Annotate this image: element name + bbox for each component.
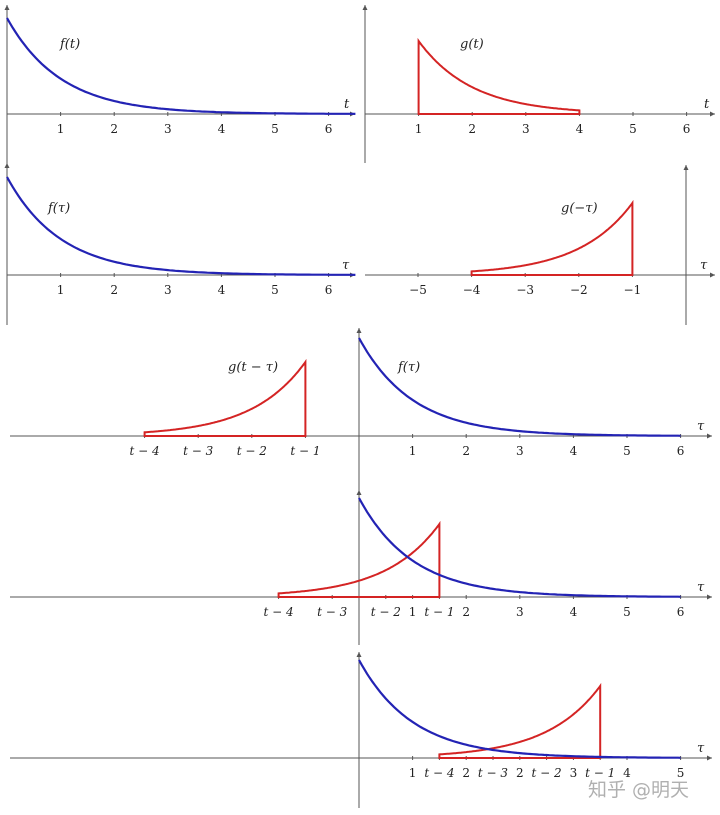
tick-label: 3 bbox=[522, 122, 530, 136]
tick-label: 5 bbox=[271, 283, 279, 297]
tick-label: 3 bbox=[516, 444, 524, 458]
shifted-function-label: g(t − τ) bbox=[228, 360, 278, 375]
tick-label: t − 2 bbox=[237, 444, 267, 458]
tick-label: 2 bbox=[516, 766, 524, 780]
tick-label: −4 bbox=[463, 283, 481, 297]
tick-label: 4 bbox=[623, 766, 631, 780]
y-axis-arrow-icon bbox=[362, 5, 368, 10]
f-curve bbox=[6, 17, 356, 115]
tick-label: 1 bbox=[57, 283, 65, 297]
tick-label: 2 bbox=[468, 122, 476, 136]
g-shifted-curve bbox=[438, 682, 602, 759]
tick-label: t − 1 bbox=[424, 605, 454, 619]
tick-label: 2 bbox=[462, 766, 470, 780]
function-label: f(τ) bbox=[47, 201, 70, 216]
tick-label: 6 bbox=[325, 283, 333, 297]
panel-shift-3: 1 t − 4 2 t − 3 2 t − 2 3 t − 1 4 5τ bbox=[10, 652, 712, 808]
f-curve bbox=[6, 176, 356, 276]
watermark: 知乎 @明天 bbox=[588, 779, 690, 801]
axis-label: τ bbox=[697, 419, 705, 434]
tick-label: 3 bbox=[516, 605, 524, 619]
tick-label: t − 3 bbox=[317, 605, 348, 619]
g-curve bbox=[470, 199, 634, 276]
tick-label: 3 bbox=[570, 766, 578, 780]
tick-label: 6 bbox=[677, 605, 685, 619]
y-axis-arrow-icon bbox=[683, 165, 689, 170]
axis-label: t bbox=[704, 97, 710, 112]
panel-f-tau: 1 2 3 4 5 6τ f(τ) bbox=[4, 163, 356, 325]
axis-label: t bbox=[344, 97, 350, 112]
panel-g-neg-tau: −5 −4 −3 −2 −1 τ g(−τ) bbox=[365, 165, 715, 325]
x-axis-arrow-icon bbox=[707, 433, 712, 439]
panel-f-t: 1 2 3 4 5 6t f(t) bbox=[4, 5, 356, 165]
axis-label: τ bbox=[697, 741, 705, 756]
tick-label: 6 bbox=[325, 122, 333, 136]
tick-label: −2 bbox=[570, 283, 588, 297]
panel-shift-2: t − 4 t − 3 t − 2 1 t − 1 2 3 4 5 6τ bbox=[10, 490, 712, 645]
tick-label: 5 bbox=[677, 766, 685, 780]
tick-label: 5 bbox=[623, 444, 631, 458]
y-axis-arrow-icon bbox=[356, 652, 362, 657]
tick-label: 2 bbox=[110, 122, 118, 136]
tick-label: 3 bbox=[164, 283, 172, 297]
axis-label: τ bbox=[700, 258, 708, 273]
tick-label: t − 1 bbox=[290, 444, 320, 458]
tick-label: 1 bbox=[57, 122, 65, 136]
f-curve bbox=[358, 337, 681, 437]
tick-label: 4 bbox=[570, 605, 578, 619]
tick-label: 1 bbox=[409, 444, 417, 458]
x-axis-arrow-icon bbox=[710, 111, 715, 117]
tick-label: t − 1 bbox=[585, 766, 615, 780]
y-axis-arrow-icon bbox=[4, 163, 10, 168]
x-axis-arrow-icon bbox=[710, 272, 715, 278]
tick-label: 1 bbox=[415, 122, 423, 136]
g-shifted-curve bbox=[277, 520, 441, 598]
tick-label: 4 bbox=[570, 444, 578, 458]
tick-label: t − 3 bbox=[478, 766, 509, 780]
function-label: g(t) bbox=[460, 37, 484, 52]
tick-label: 4 bbox=[218, 122, 226, 136]
tick-label: 5 bbox=[629, 122, 637, 136]
tick-label: −5 bbox=[409, 283, 427, 297]
g-curve bbox=[417, 37, 581, 115]
axis-label: τ bbox=[342, 258, 350, 273]
tick-label: 5 bbox=[623, 605, 631, 619]
panel-g-t: 1 2 3 4 5 6t g(t) bbox=[362, 5, 715, 163]
x-axis-arrow-icon bbox=[707, 594, 712, 600]
tick-label: t − 4 bbox=[130, 444, 160, 458]
g-shifted-curve bbox=[143, 358, 307, 437]
tick-label: t − 4 bbox=[424, 766, 454, 780]
function-label: f(t) bbox=[59, 37, 80, 52]
tick-label: 1 bbox=[409, 766, 417, 780]
f-curve bbox=[358, 497, 681, 598]
tick-label: 6 bbox=[683, 122, 691, 136]
f-curve bbox=[358, 659, 681, 759]
tick-label: −3 bbox=[516, 283, 534, 297]
tick-label: −1 bbox=[624, 283, 642, 297]
tick-label: t − 2 bbox=[532, 766, 562, 780]
function-label: f(τ) bbox=[397, 360, 420, 375]
tick-label: t − 2 bbox=[371, 605, 401, 619]
y-axis-arrow-icon bbox=[4, 5, 10, 10]
panel-shift-1: t − 4 t − 3 t − 2 t − 1 1 2 3 4 5 6τ f(τ) g(t − τ) bbox=[10, 328, 712, 490]
tick-label: 2 bbox=[110, 283, 118, 297]
tick-label: 6 bbox=[677, 444, 685, 458]
function-label: g(−τ) bbox=[561, 201, 598, 216]
tick-label: 2 bbox=[462, 605, 470, 619]
tick-label: t − 4 bbox=[264, 605, 294, 619]
axis-label: τ bbox=[697, 580, 705, 595]
y-axis-arrow-icon bbox=[356, 490, 362, 495]
tick-label: t − 3 bbox=[183, 444, 214, 458]
tick-label: 4 bbox=[218, 283, 226, 297]
x-axis-arrow-icon bbox=[707, 755, 712, 761]
tick-label: 4 bbox=[576, 122, 584, 136]
tick-label: 2 bbox=[462, 444, 470, 458]
tick-label: 5 bbox=[271, 122, 279, 136]
tick-label: 1 bbox=[409, 605, 417, 619]
tick-label: 3 bbox=[164, 122, 172, 136]
y-axis-arrow-icon bbox=[356, 328, 362, 333]
